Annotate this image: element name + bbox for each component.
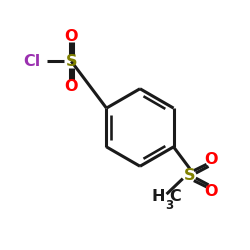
Text: S: S xyxy=(184,168,196,183)
Text: O: O xyxy=(204,152,218,167)
Text: S: S xyxy=(66,54,77,69)
Text: O: O xyxy=(64,79,78,94)
Text: O: O xyxy=(204,184,218,200)
Text: H: H xyxy=(151,188,165,204)
Text: 3: 3 xyxy=(166,199,174,212)
Text: Cl: Cl xyxy=(23,54,40,69)
Text: O: O xyxy=(64,29,78,44)
Text: C: C xyxy=(169,188,181,204)
